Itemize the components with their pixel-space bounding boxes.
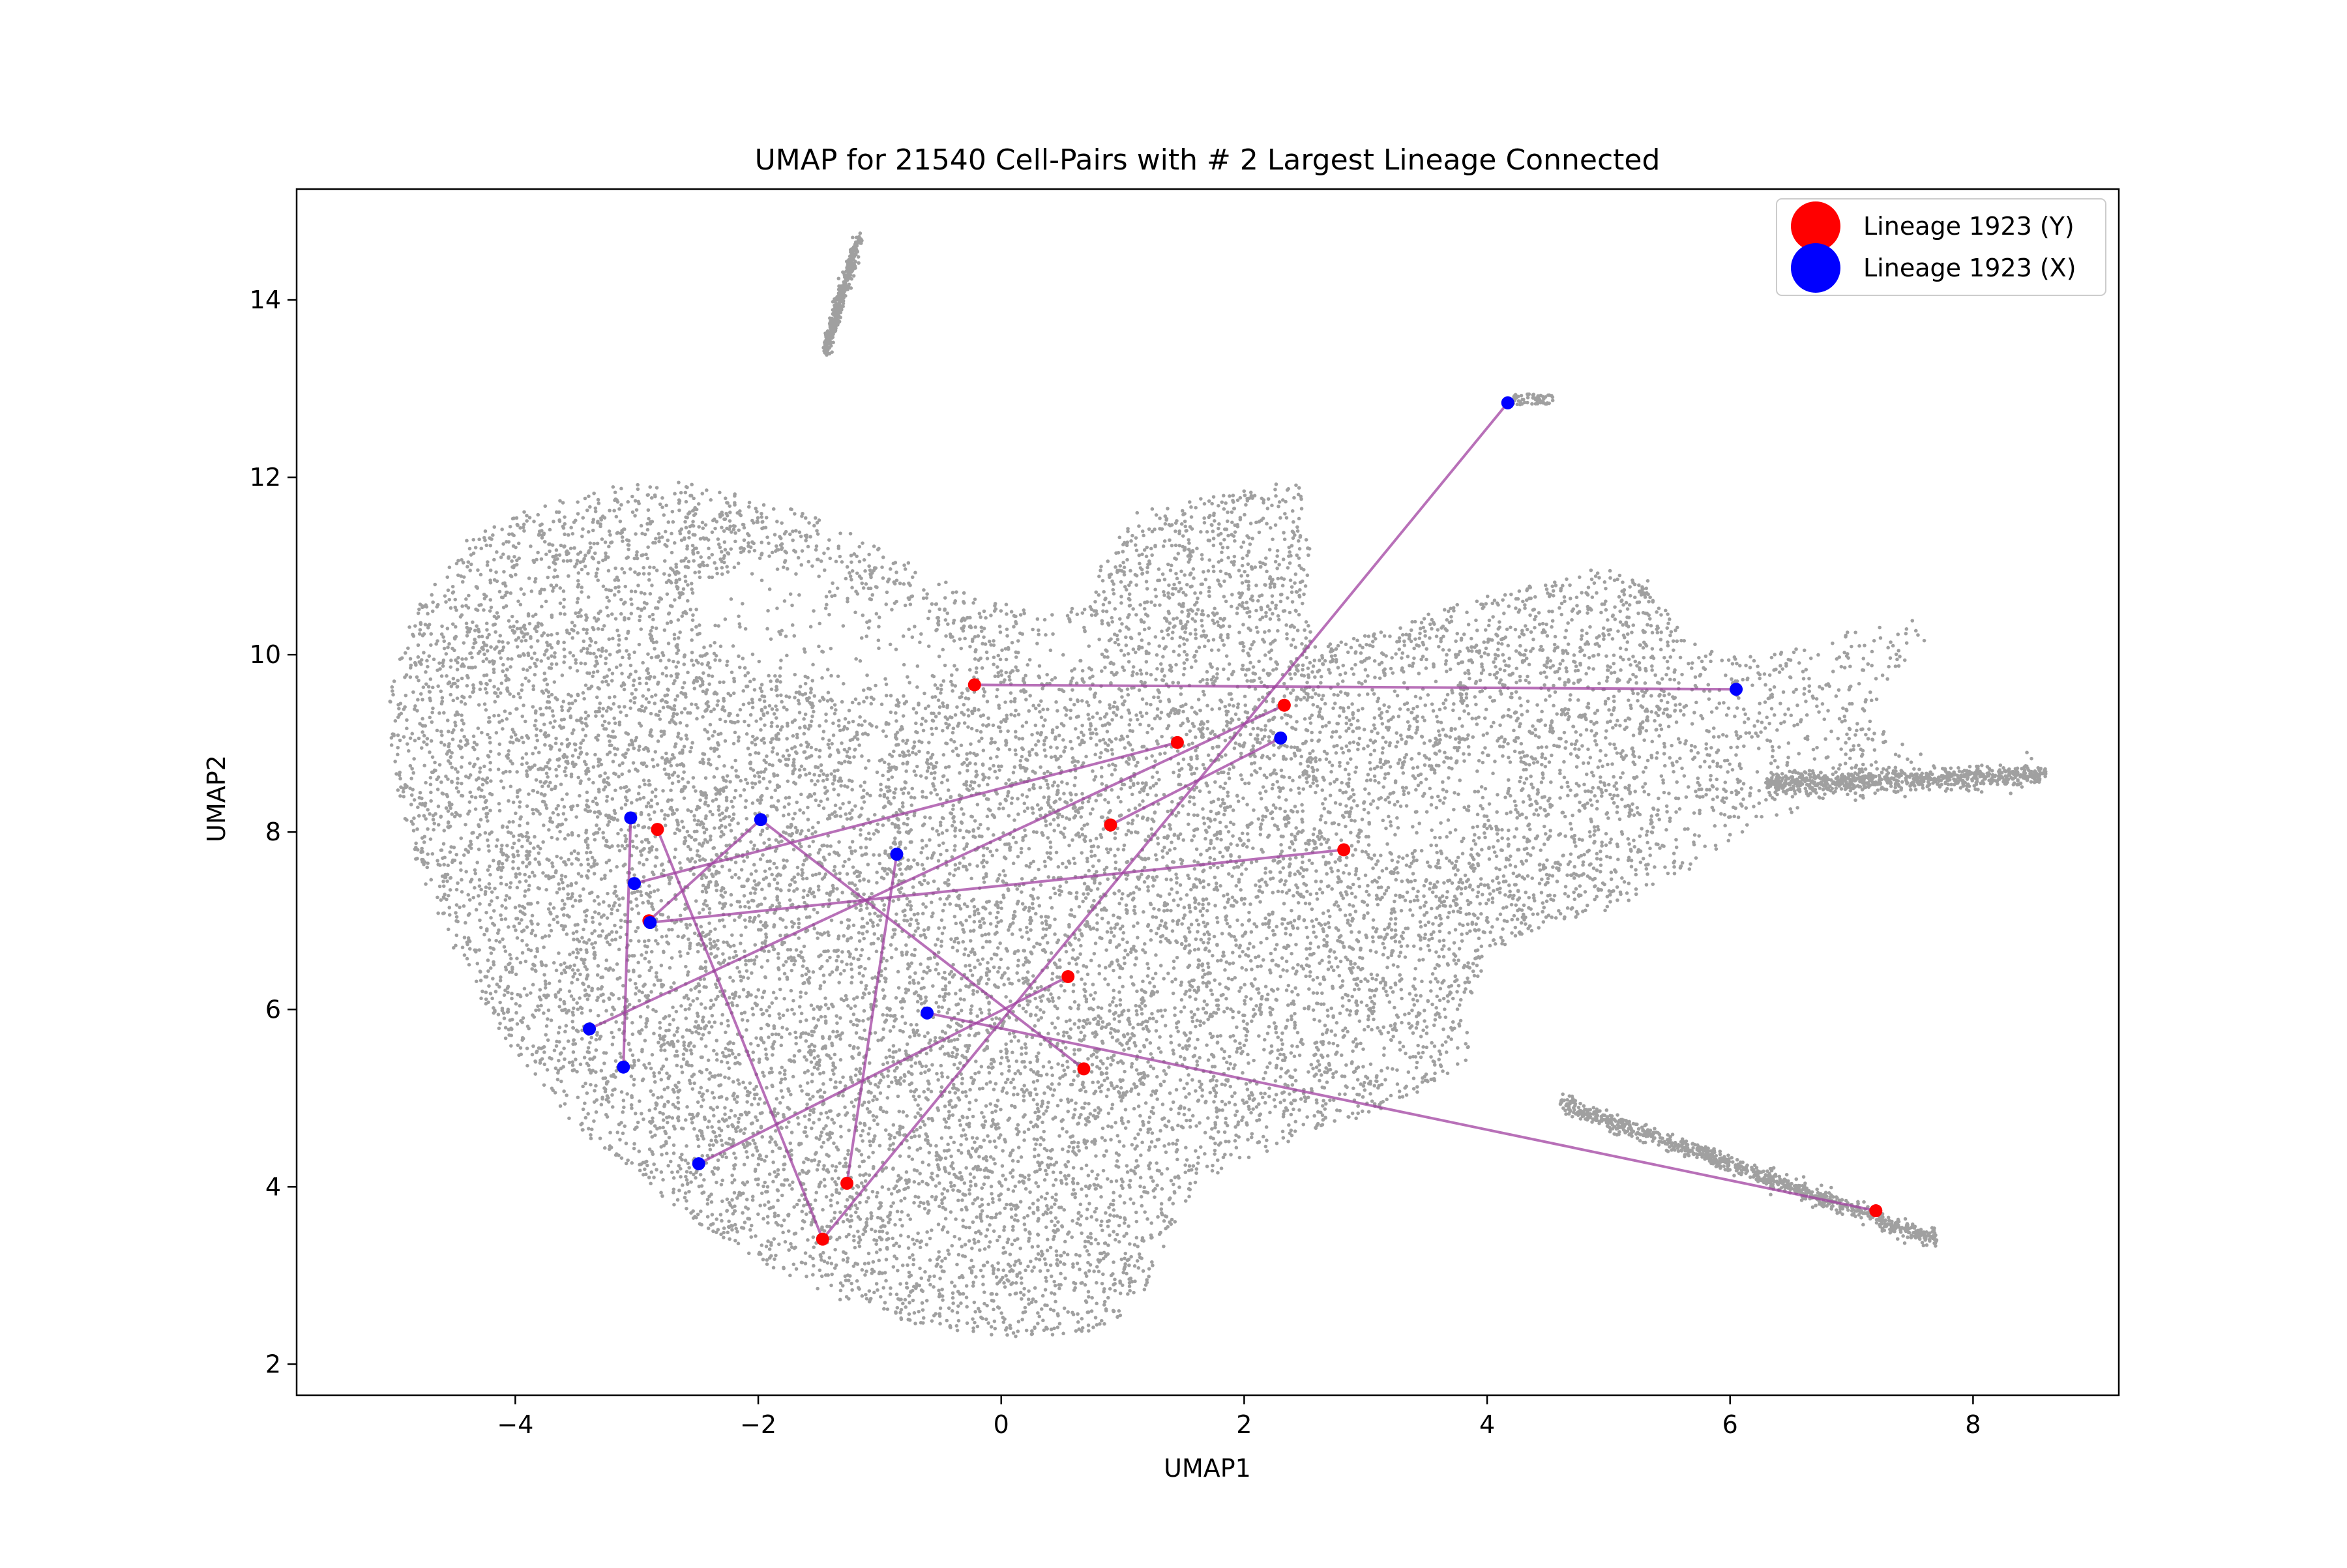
connection-lines: [589, 402, 1876, 1240]
x-tick-label: 0: [994, 1410, 1009, 1439]
connection-line: [846, 853, 898, 1184]
connection-line: [648, 818, 762, 922]
lineage-y-point: [1077, 1062, 1091, 1076]
legend-label-y: Lineage 1923 (Y): [1863, 212, 2074, 241]
lineage-y-point: [1170, 735, 1184, 749]
background-points: [388, 231, 2048, 1339]
y-tick-label: 4: [265, 1172, 281, 1201]
lineage-x-point: [921, 1006, 934, 1020]
connection-line: [622, 818, 632, 1067]
lineage-x-point: [1501, 396, 1514, 409]
legend-marker-y: [1791, 201, 1840, 251]
lineage-x-point: [583, 1022, 597, 1036]
connection-line: [974, 683, 1737, 691]
y-tick-label: 6: [265, 995, 281, 1024]
lineage-y-point: [1337, 843, 1351, 857]
connection-line: [1110, 737, 1282, 827]
y-tick-label: 10: [250, 640, 281, 669]
connection-line: [821, 402, 1509, 1240]
x-axis-ticks: −4 −2 0 2 4 6 8: [497, 1395, 1981, 1439]
y-axis-label: UMAP2: [202, 755, 231, 842]
connection-line: [589, 703, 1285, 1031]
x-tick-label: −2: [740, 1410, 776, 1439]
lineage-x-point: [1730, 683, 1743, 696]
connection-line: [656, 829, 824, 1240]
chart-title: UMAP for 21540 Cell-Pairs with # 2 Large…: [755, 143, 1661, 177]
connection-line: [760, 818, 1085, 1070]
lineage-x-point: [617, 1060, 630, 1074]
x-tick-label: 6: [1722, 1410, 1738, 1439]
lineage-x-point: [692, 1157, 705, 1170]
plot-frame: [295, 188, 2120, 1397]
y-tick-label: 14: [250, 286, 281, 314]
legend: Lineage 1923 (Y) Lineage 1923 (X): [1776, 198, 2106, 296]
legend-label-x: Lineage 1923 (X): [1863, 254, 2076, 282]
x-tick-label: −4: [497, 1410, 533, 1439]
lineage-x-point: [628, 877, 642, 891]
lineage-y-point: [816, 1232, 829, 1246]
legend-box: [1776, 198, 2106, 296]
lineage-y-point: [840, 1176, 854, 1190]
y-tick-label: 8: [265, 818, 281, 846]
lineage-x-point: [643, 915, 657, 929]
lineage-y-point: [651, 823, 664, 836]
lineage-y-point: [1869, 1204, 1883, 1218]
lineage-markers: [583, 396, 1883, 1246]
lineage-y-point: [1104, 818, 1117, 832]
lineage-y-point: [967, 678, 981, 692]
lineage-x-point: [890, 848, 904, 861]
lineage-x-point: [754, 813, 767, 827]
lineage-x-point: [1274, 732, 1288, 745]
connection-line: [650, 848, 1344, 924]
y-axis-ticks: 2 4 6 8 10 12 14: [250, 286, 297, 1378]
lineage-y-point: [1277, 698, 1291, 712]
background-point-cloud: [388, 231, 2048, 1339]
x-tick-label: 2: [1236, 1410, 1252, 1439]
y-tick-label: 12: [250, 463, 281, 492]
lineage-y-point: [1061, 969, 1075, 983]
axes-frame: [295, 188, 2120, 1397]
x-tick-label: 8: [1965, 1410, 1981, 1439]
connection-line: [634, 741, 1178, 885]
legend-marker-x: [1791, 243, 1840, 293]
lineage-x-point: [624, 811, 638, 825]
connection-line: [926, 1011, 1876, 1213]
x-tick-label: 4: [1479, 1410, 1495, 1439]
x-axis-label: UMAP1: [1164, 1454, 1251, 1483]
y-tick-label: 2: [265, 1350, 281, 1378]
